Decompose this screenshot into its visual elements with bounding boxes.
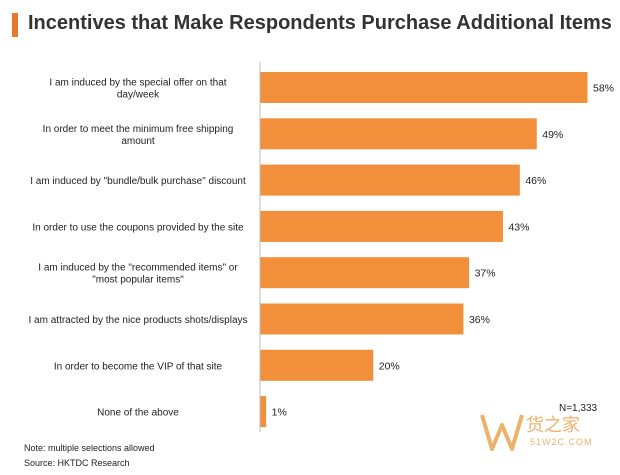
bar-1 [260, 118, 537, 150]
watermark-w-icon [480, 414, 524, 451]
chart-title: Incentives that Make Respondents Purchas… [28, 12, 612, 34]
value-label-5: 36% [469, 314, 490, 326]
category-label-0: I am induced by the special offer on tha… [49, 78, 226, 101]
category-label-7: None of the above [97, 408, 179, 419]
bar-2 [260, 164, 520, 196]
value-label-7: 1% [272, 407, 287, 419]
sample-size-label: N=1,333 [559, 403, 598, 414]
category-label-3: In order to use the coupons provided by … [32, 222, 244, 233]
category-label-6: In order to become the VIP of that site [54, 361, 223, 372]
bar-6 [260, 349, 374, 381]
title-accent-bar [12, 13, 18, 37]
bar-chart: 58% I am induced by the special offer on … [29, 62, 614, 432]
source-text: Source: HKTDC Research [24, 458, 130, 468]
category-label-1: In order to meet the minimum free shippi… [43, 124, 234, 147]
watermark-text: 货之家 [526, 415, 580, 436]
value-label-4: 37% [475, 268, 496, 280]
watermark-logo: 货之家 51W2C.COM [478, 405, 610, 465]
value-label-6: 20% [379, 360, 400, 372]
bar-3 [260, 210, 503, 242]
category-label-5: I am attracted by the nice products shot… [29, 315, 248, 326]
category-label-4: I am induced by the "recommended items" … [38, 263, 238, 286]
category-label-2: I am induced by "bundle/bulk purchase" d… [30, 176, 246, 187]
value-label-1: 49% [542, 129, 563, 141]
value-label-2: 46% [525, 175, 546, 187]
bar-7 [260, 396, 267, 428]
bar-0 [260, 72, 588, 103]
value-label-3: 43% [508, 221, 529, 233]
bar-4 [260, 257, 470, 289]
value-label-0: 58% [593, 83, 614, 95]
bar-5 [260, 303, 464, 335]
note-text: Note: multiple selections allowed [24, 443, 155, 453]
watermark-subtext: 51W2C.COM [530, 437, 593, 447]
